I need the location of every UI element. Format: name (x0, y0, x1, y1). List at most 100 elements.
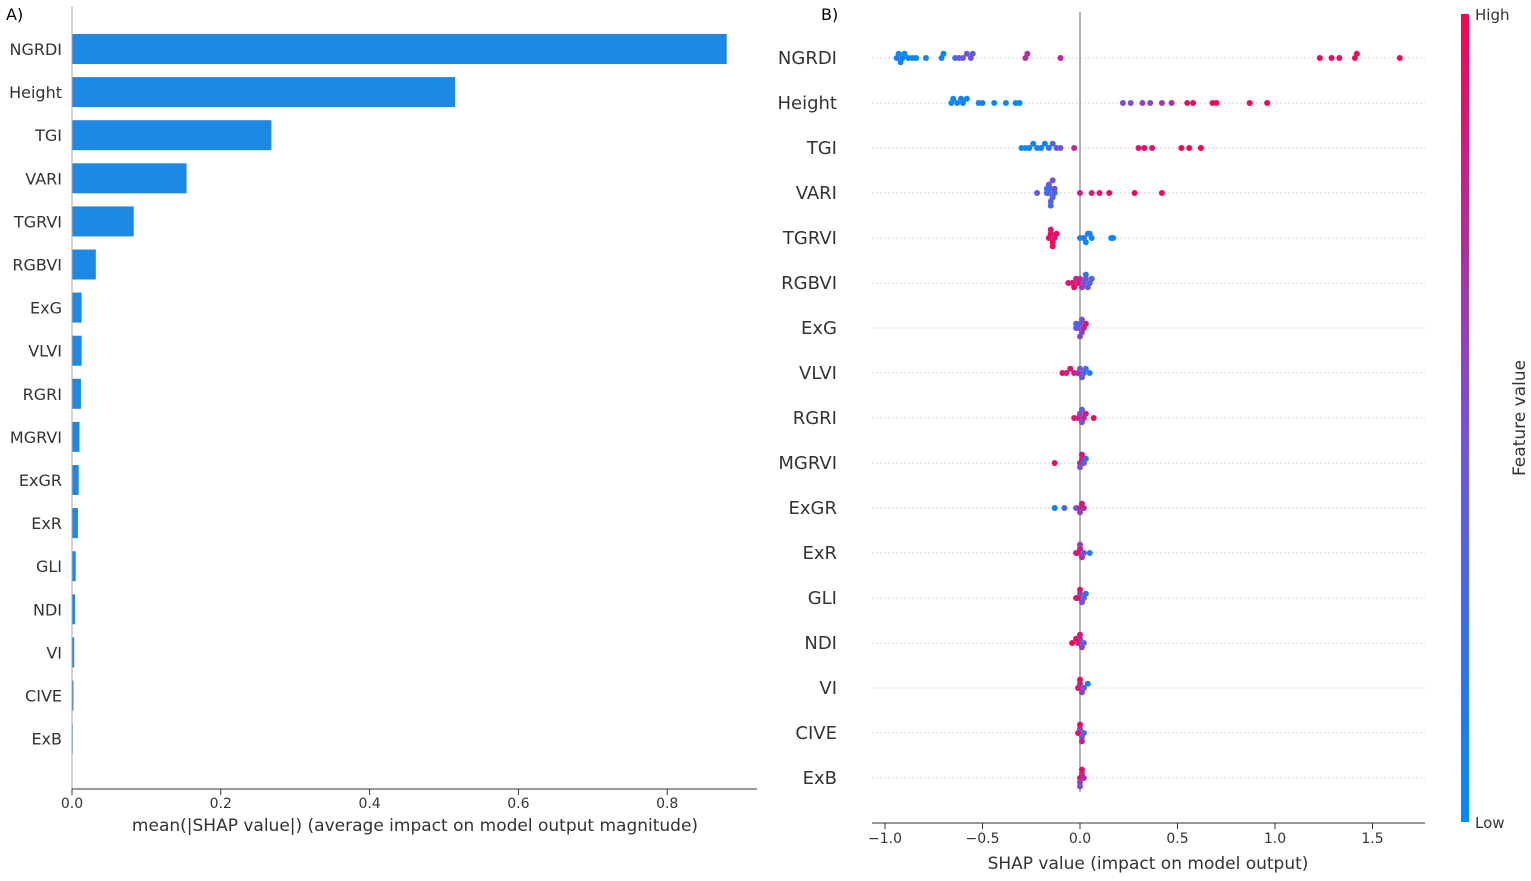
a-bar (72, 249, 96, 280)
colorbar-low-label: Low (1475, 814, 1505, 832)
b-shap-point (1396, 55, 1403, 61)
a-ylabels: NGRDI Height TGI VARI TGRVI RGBVI ExG VLVI RGRI M… (9, 40, 62, 749)
b-shap-point (1051, 460, 1058, 466)
b-shap-point (1190, 100, 1197, 106)
b-feature-label: VARI (796, 183, 837, 204)
b-shap-point (1106, 190, 1113, 196)
b-shap-point (1077, 541, 1083, 548)
b-shap-point (1168, 100, 1175, 106)
b-shap-point (1077, 464, 1083, 471)
b-shap-point (1213, 100, 1220, 106)
b-shap-point (1082, 455, 1089, 462)
a-xtick-label: 0.4 (358, 796, 380, 812)
b-shap-point (1082, 410, 1089, 417)
colorbar: High Low Feature value (1461, 6, 1530, 832)
b-shap-point (1051, 505, 1058, 511)
a-bar (72, 637, 75, 668)
a-feature-label: NDI (33, 600, 62, 619)
b-shap-point (1139, 100, 1146, 106)
b-shap-point (1049, 243, 1056, 250)
b-shap-point (897, 59, 904, 66)
b-shap-point (1077, 590, 1083, 597)
b-shap-point (1178, 145, 1185, 151)
b-feature-label: RGBVI (781, 273, 837, 294)
a-feature-label: VARI (25, 169, 62, 188)
b-shap-point (940, 50, 947, 57)
b-xticks: −1.0 −0.5 0.0 0.5 1.0 1.5 (868, 823, 1384, 847)
b-shap-point (1090, 415, 1097, 421)
b-shap-point (1246, 100, 1253, 106)
b-xtick-label: −1.0 (868, 831, 902, 847)
a-x-axis-title: mean(|SHAP value|) (average impact on mo… (132, 816, 698, 836)
b-shap-point (1038, 145, 1044, 151)
b-shap-point (1047, 230, 1054, 237)
panel-b-label: B) (821, 5, 838, 24)
a-bars (72, 34, 727, 754)
b-shap-point (1043, 185, 1050, 192)
b-shap-point (1141, 145, 1148, 151)
b-shap-point (1086, 370, 1093, 376)
b-shap-point (1077, 509, 1083, 516)
b-shap-point (1041, 140, 1048, 147)
b-shap-point (1071, 284, 1078, 291)
b-feature-label: RGRI (793, 408, 837, 429)
a-feature-label: ExB (31, 730, 62, 749)
b-shap-point (1078, 451, 1085, 458)
colorbar-high-label: High (1475, 6, 1509, 24)
b-shap-point (1147, 100, 1154, 106)
b-shap-point (1080, 730, 1087, 736)
a-xtick-label: 0.8 (656, 796, 678, 812)
b-shap-point (1084, 680, 1091, 687)
b-shap-point (1077, 721, 1083, 728)
a-bar (72, 680, 74, 711)
b-shap-point (1049, 177, 1056, 184)
b-shap-point (1057, 55, 1064, 61)
b-shap-point (1078, 766, 1085, 773)
a-feature-label: Height (9, 83, 62, 102)
a-feature-label: ExGR (19, 471, 62, 490)
a-feature-label: ExG (30, 299, 62, 318)
b-shap-point (1049, 140, 1056, 147)
a-feature-label: RGRI (23, 385, 62, 404)
b-feature-label: NDI (804, 633, 837, 654)
b-shap-point (1067, 365, 1074, 372)
b-shap-point (901, 50, 908, 57)
b-ylabels: NGRDI Height TGI VARI TGRVI RGBVI ExG VLVI RGRI M… (777, 48, 837, 789)
a-feature-label: NGRDI (9, 40, 62, 59)
b-shap-point (1073, 320, 1080, 327)
b-xtick-label: 1.5 (1361, 831, 1383, 847)
b-shap-point (1158, 100, 1165, 106)
b-shap-point (1053, 230, 1060, 237)
b-shap-point (960, 100, 966, 106)
b-shap-point (1077, 680, 1083, 687)
b-feature-label: TGRVI (782, 228, 837, 249)
b-feature-label: ExGR (789, 498, 837, 519)
b-shap-point (1316, 55, 1323, 61)
b-feature-label: GLI (808, 588, 837, 609)
b-feature-label: ExG (801, 318, 837, 339)
a-bar (72, 163, 187, 194)
a-bar (72, 551, 76, 582)
b-shap-point (1131, 190, 1138, 196)
b-shap-point (1034, 190, 1041, 196)
panel-a-label: A) (6, 5, 23, 24)
b-shap-point (1077, 545, 1083, 552)
panel-a-bar-chart: A) 0.0 0.2 0.4 0.6 0.8 NGRDI Height TGI VARI TGR… (6, 5, 757, 836)
b-points (893, 50, 1403, 790)
a-bar (72, 465, 79, 495)
b-shap-point (1080, 640, 1087, 646)
a-bar (72, 335, 82, 366)
b-shap-point (1353, 50, 1360, 57)
b-shap-point (1057, 145, 1064, 151)
b-x-axis-title: SHAP value (impact on model output) (988, 854, 1309, 874)
a-xtick-label: 0.2 (210, 796, 232, 812)
b-shap-point (963, 50, 970, 57)
b-shap-point (1045, 145, 1052, 151)
b-shap-point (1078, 738, 1085, 745)
a-bar (72, 77, 456, 108)
b-shap-point (979, 100, 986, 106)
b-shap-point (1158, 190, 1165, 196)
b-row-lines (872, 57, 1425, 779)
b-shap-point (1088, 275, 1095, 282)
